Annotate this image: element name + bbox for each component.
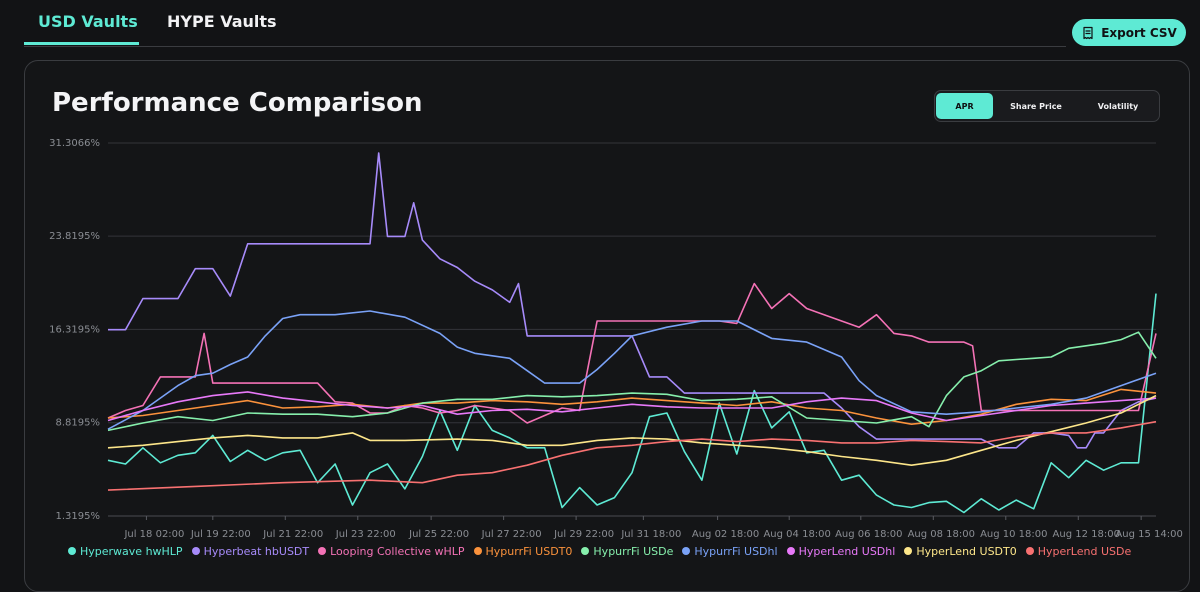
x-tick-label: Aug 04 18:00 [763, 529, 830, 540]
series-line-hypurrfi-usde [107, 331, 1157, 432]
x-tick-label: Aug 02 18:00 [692, 529, 759, 540]
page-title: Performance Comparison [52, 88, 423, 118]
x-tick-label: Aug 12 18:00 [1053, 529, 1120, 540]
vault-tabs: USD Vaults HYPE Vaults [24, 0, 1066, 47]
apr-line-chart: 31.3066% 23.8195% 16.3195% 8.8195% 1.3195% Ju… [49, 138, 1183, 540]
legend-label: HypurrFi USDe [593, 544, 674, 558]
chart-legend: Hyperwave hwHLP Hyperbeat hbUSDT Looping C… [68, 543, 1131, 559]
y-tick-label: 8.8195% [56, 418, 101, 429]
legend-swatch [68, 547, 76, 555]
legend-label: HypurrFi USDhl [694, 544, 778, 558]
legend-item[interactable]: HyperLend USDhl [786, 544, 896, 558]
legend-item[interactable]: HypurrFi USDT0 [473, 544, 573, 558]
legend-swatch [1025, 547, 1034, 555]
metric-toggle: APR Share Price Volatility [934, 90, 1160, 122]
legend-label: HypurrFi USDT0 [485, 544, 573, 558]
metric-apr-button[interactable]: APR [936, 93, 993, 119]
x-tick-label: Jul 21 22:00 [262, 529, 323, 540]
x-tick-label: Jul 27 22:00 [481, 529, 542, 540]
tab-hype-vaults[interactable]: HYPE Vaults [167, 12, 277, 31]
legend-item[interactable]: HypurrFi USDhl [682, 544, 778, 558]
active-tab-indicator [24, 42, 139, 45]
legend-swatch [682, 547, 691, 555]
legend-label: Hyperbeat hbUSDT [203, 544, 310, 558]
legend-swatch [904, 547, 913, 555]
legend-swatch [191, 547, 200, 555]
x-tick-label: Aug 10 18:00 [980, 529, 1047, 540]
x-tick-label: Jul 31 18:00 [620, 529, 681, 540]
x-tick-label: Jul 29 22:00 [553, 529, 614, 540]
y-tick-label: 16.3195% [49, 324, 100, 335]
export-csv-button[interactable]: Export CSV [1072, 19, 1186, 46]
legend-swatch [581, 547, 590, 555]
metric-share-price-button[interactable]: Share Price [1010, 101, 1062, 111]
legend-swatch [318, 547, 327, 555]
legend-item[interactable]: Hyperbeat hbUSDT [191, 544, 310, 558]
series-line-hyperlend-usdhl [107, 391, 1157, 422]
series-line-hypurrfi-usdhl [107, 310, 1157, 430]
y-tick-label: 1.3195% [56, 511, 101, 522]
x-tick-label: Aug 08 18:00 [908, 529, 975, 540]
series-line-hypurrfi-usdt0 [107, 388, 1157, 425]
x-tick-label: Jul 19 22:00 [190, 529, 251, 540]
x-tick-label: Aug 06 18:00 [835, 529, 902, 540]
legend-item[interactable]: Looping Collective wHLP [318, 544, 465, 558]
legend-item[interactable]: HypurrFi USDe [581, 545, 673, 558]
series-line-looping-collective-whlp [107, 282, 1157, 424]
x-tick-label: Jul 18 02:00 [123, 529, 184, 540]
metric-volatility-button[interactable]: Volatility [1097, 101, 1139, 111]
legend-item[interactable]: HyperLend USDe [1025, 544, 1132, 558]
series-line-hyperlend-usdt0 [107, 394, 1157, 466]
legend-label: HyperLend USDhl [798, 544, 896, 558]
y-tick-label: 31.3066% [49, 138, 100, 149]
legend-item[interactable]: HyperLend USDT0 [904, 544, 1017, 558]
legend-label: Looping Collective wHLP [330, 544, 465, 558]
tab-usd-vaults[interactable]: USD Vaults [38, 12, 138, 31]
series-line-hyperbeat-hbusdt [108, 152, 1157, 449]
legend-label: Hyperwave hwHLP [80, 544, 183, 558]
legend-swatch [786, 547, 795, 555]
x-tick-label: Aug 15 14:00 [1115, 529, 1182, 540]
performance-card [24, 60, 1190, 592]
series-line-hyperwave-hwhlp [107, 293, 1157, 514]
legend-swatch [473, 547, 482, 555]
legend-label: HyperLend USDe [1037, 544, 1132, 558]
x-tick-label: Jul 25 22:00 [408, 529, 469, 540]
legend-label: HyperLend USDT0 [916, 544, 1017, 558]
x-tick-label: Jul 23 22:00 [335, 529, 396, 540]
receipt-icon [1083, 26, 1093, 39]
export-csv-label: Export CSV [1101, 25, 1177, 40]
series-line-hyperlend-usde [107, 420, 1157, 491]
y-tick-label: 23.8195% [49, 231, 100, 242]
legend-item[interactable]: Hyperwave hwHLP [68, 545, 183, 558]
